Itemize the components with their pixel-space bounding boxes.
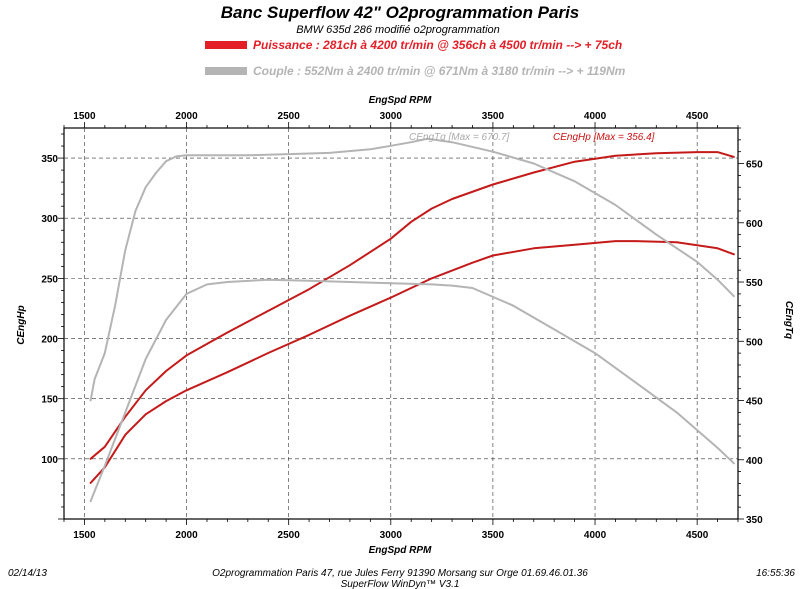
x-tick-label-top: 3500 [482, 111, 505, 122]
x-tick-label-bottom: 3500 [482, 530, 505, 541]
plot-area [63, 127, 739, 520]
x-tick-label-bottom: 2000 [175, 530, 198, 541]
annotation-torque-max: CEngTq [Max = 670.7] [409, 132, 510, 143]
x-tick-label-top: 2000 [175, 111, 198, 122]
x-tick-label-top: 2500 [278, 111, 301, 122]
y-right-tick-label: 600 [746, 219, 763, 230]
x-tick-label-top: 3000 [380, 111, 403, 122]
x-axis-label-bottom: EngSpd RPM [369, 545, 432, 556]
x-axis-label-top: EngSpd RPM [369, 95, 432, 106]
y-left-tick-label: 250 [41, 274, 58, 285]
y-right-tick-label: 450 [746, 397, 763, 408]
y-right-tick-label: 500 [746, 337, 763, 348]
grid [64, 128, 738, 519]
y-left-tick-label: 300 [41, 214, 58, 225]
y-right-tick-label: 650 [746, 160, 763, 171]
legend-swatch-power [205, 41, 247, 49]
annotation-power-max: CEngHp [Max = 356.4] [553, 132, 655, 143]
chart-subtitle: BMW 635d 286 modifié o2programmation [296, 24, 500, 36]
y-left-tick-label: 150 [41, 395, 58, 406]
footer-date: 02/14/13 [8, 568, 47, 579]
x-tick-label-bottom: 3000 [380, 530, 403, 541]
footer-company: O2programmation Paris 47, rue Jules Ferr… [212, 568, 588, 579]
x-tick-label-bottom: 2500 [278, 530, 301, 541]
axis-ticks: 1500 1500 2000 2000 2500 2500 3000 3000 3500 3500… [41, 111, 763, 541]
series-line-3 [89, 278, 735, 503]
legend: Puissance : 281ch à 4200 tr/min @ 356ch … [205, 38, 626, 78]
footer-time: 16:55:36 [756, 568, 795, 579]
x-tick-label-top: 4000 [584, 111, 607, 122]
y-right-tick-label: 350 [746, 515, 763, 526]
y-right-tick-label: 550 [746, 278, 763, 289]
y-axis-label-left: CEngHp [16, 305, 27, 344]
footer-software: SuperFlow WinDyn™ V3.1 [341, 579, 460, 589]
x-tick-label-bottom: 4500 [686, 530, 709, 541]
y-right-tick-label: 400 [746, 456, 763, 467]
legend-text-power: Puissance : 281ch à 4200 tr/min @ 356ch … [253, 38, 622, 52]
y-left-tick-label: 350 [41, 154, 58, 165]
x-tick-label-top: 1500 [73, 111, 96, 122]
y-axis-label-right: CEngTq [783, 301, 794, 339]
chart-title: Banc Superflow 42" O2programmation Paris [221, 3, 580, 22]
legend-swatch-torque [205, 67, 247, 75]
series-line-1 [89, 240, 735, 484]
x-tick-label-bottom: 1500 [73, 530, 96, 541]
plot-frame [63, 127, 739, 520]
x-tick-label-bottom: 4000 [584, 530, 607, 541]
series-line-2 [89, 137, 735, 402]
legend-text-torque: Couple : 552Nm à 2400 tr/min @ 671Nm à 3… [253, 64, 626, 78]
series-line-0 [89, 151, 735, 460]
y-left-tick-label: 100 [41, 455, 58, 466]
x-tick-label-top: 4500 [686, 111, 709, 122]
y-left-tick-label: 200 [41, 335, 58, 346]
data-series [89, 137, 735, 503]
